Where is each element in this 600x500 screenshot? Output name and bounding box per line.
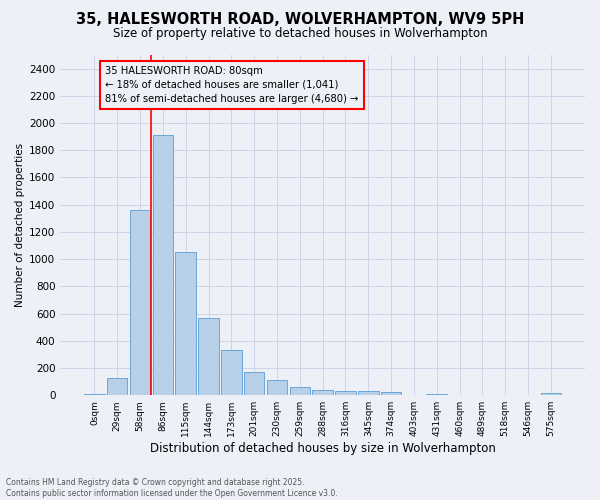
Bar [381, 392, 401, 395]
Bar [244, 372, 265, 395]
Bar [221, 350, 242, 395]
Bar [152, 136, 173, 395]
Bar [130, 210, 151, 395]
Bar [267, 380, 287, 395]
Text: 35, HALESWORTH ROAD, WOLVERHAMPTON, WV9 5PH: 35, HALESWORTH ROAD, WOLVERHAMPTON, WV9 … [76, 12, 524, 28]
Bar [84, 394, 104, 395]
Bar [107, 378, 127, 395]
Text: Contains HM Land Registry data © Crown copyright and database right 2025.
Contai: Contains HM Land Registry data © Crown c… [6, 478, 338, 498]
Text: 35 HALESWORTH ROAD: 80sqm
← 18% of detached houses are smaller (1,041)
81% of se: 35 HALESWORTH ROAD: 80sqm ← 18% of detac… [106, 66, 359, 104]
Bar [198, 318, 219, 395]
Bar [404, 394, 424, 395]
X-axis label: Distribution of detached houses by size in Wolverhampton: Distribution of detached houses by size … [150, 442, 496, 455]
Bar [175, 252, 196, 395]
Bar [313, 390, 333, 395]
Bar [358, 392, 379, 395]
Bar [335, 391, 356, 395]
Bar [541, 393, 561, 395]
Y-axis label: Number of detached properties: Number of detached properties [15, 143, 25, 307]
Bar [290, 387, 310, 395]
Text: Size of property relative to detached houses in Wolverhampton: Size of property relative to detached ho… [113, 28, 487, 40]
Bar [427, 394, 447, 395]
